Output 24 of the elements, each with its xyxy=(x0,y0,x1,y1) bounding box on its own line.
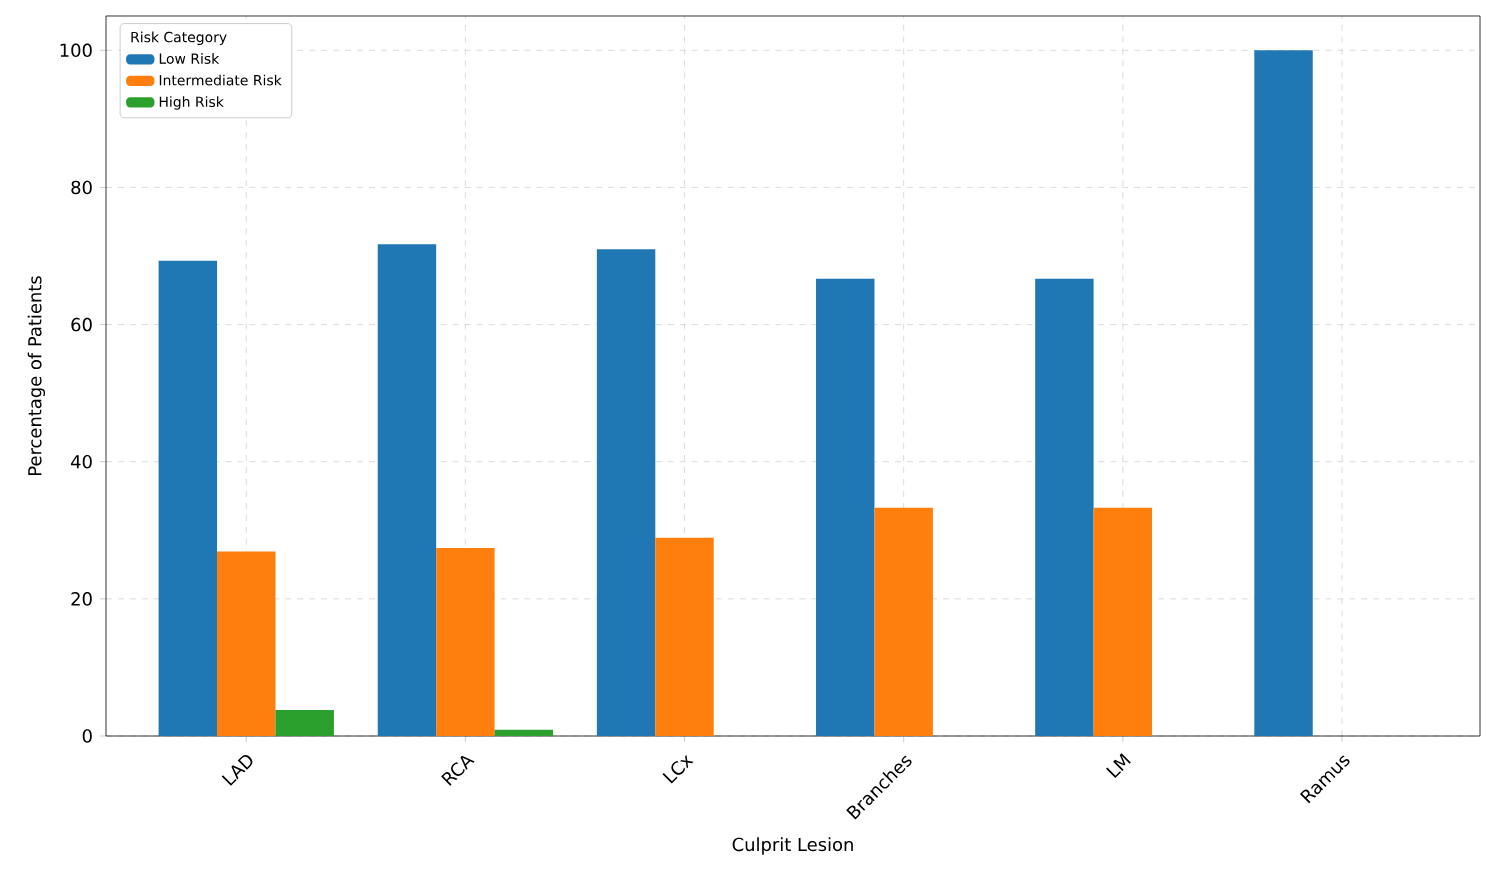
bar xyxy=(436,548,495,736)
x-axis-title: Culprit Lesion xyxy=(732,837,853,855)
x-tick-label: LM xyxy=(1106,753,1131,778)
bar xyxy=(874,507,933,736)
y-axis-title: Percentage of Patients xyxy=(27,276,46,475)
x-tick-label: LCx xyxy=(662,754,694,784)
bar xyxy=(596,249,656,736)
bar xyxy=(158,260,218,736)
y-tick-label: 40 xyxy=(71,454,92,469)
bar xyxy=(1254,50,1313,736)
y-tick-label: 0 xyxy=(82,729,92,743)
bar xyxy=(275,709,334,736)
bar xyxy=(816,278,875,736)
bar xyxy=(1093,507,1153,736)
bar xyxy=(494,729,554,736)
x-tick-label: RCA xyxy=(441,755,475,786)
bar xyxy=(655,537,714,736)
bar xyxy=(217,551,276,736)
bar xyxy=(1035,278,1094,736)
y-tick-label: 60 xyxy=(71,317,92,332)
y-tick-label: 80 xyxy=(71,180,92,195)
bar xyxy=(377,244,437,736)
y-tick-label: 20 xyxy=(71,592,92,606)
y-tick-label: 100 xyxy=(60,43,92,58)
